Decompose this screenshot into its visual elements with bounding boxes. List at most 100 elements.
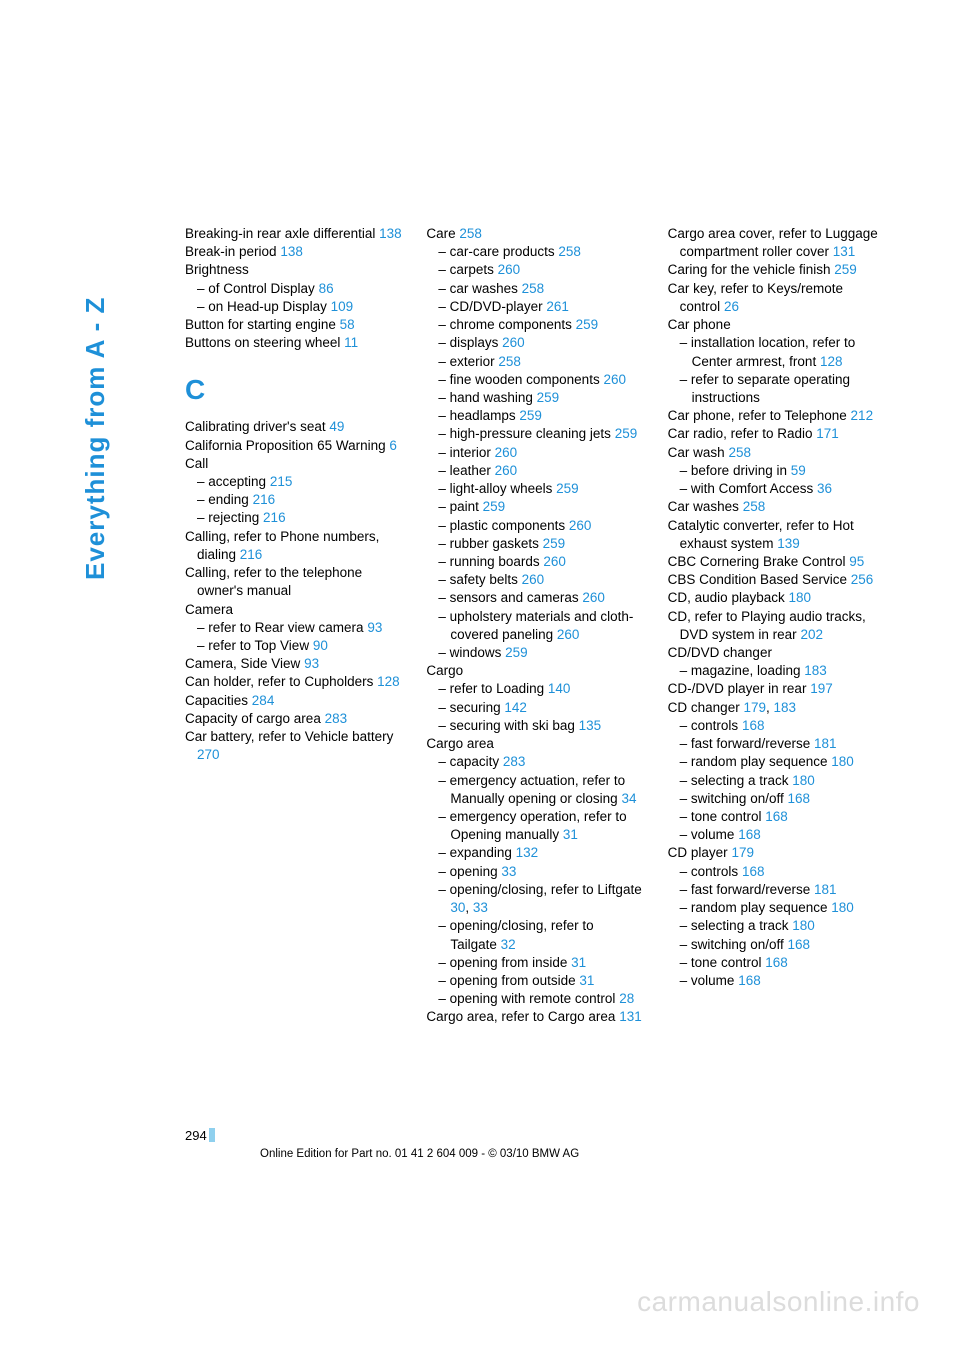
page-ref-link[interactable]: 180 [792, 773, 815, 788]
page-ref-link[interactable]: 168 [787, 791, 810, 806]
page-ref-link[interactable]: 6 [389, 438, 397, 453]
page-ref-link[interactable]: 259 [537, 390, 560, 405]
page-ref-link[interactable]: 258 [498, 354, 521, 369]
page-ref-link[interactable]: 197 [810, 681, 833, 696]
page-ref-link[interactable]: 11 [344, 335, 358, 350]
page-ref-link[interactable]: 260 [582, 590, 605, 605]
page-ref-link[interactable]: 216 [253, 492, 276, 507]
page-ref-link[interactable]: 168 [787, 937, 810, 952]
page-ref-link[interactable]: 95 [849, 554, 864, 569]
page-ref-link[interactable]: 49 [329, 419, 344, 434]
page-ref-link[interactable]: 259 [556, 481, 579, 496]
page-ref-link[interactable]: 168 [765, 955, 788, 970]
page-ref-link[interactable]: 284 [252, 693, 275, 708]
page-ref-link[interactable]: 181 [814, 882, 837, 897]
page-ref-link[interactable]: 270 [197, 747, 220, 762]
page-ref-link[interactable]: 283 [325, 711, 348, 726]
page-ref-link[interactable]: 260 [543, 554, 566, 569]
page-ref-link[interactable]: 31 [579, 973, 594, 988]
page-ref-link[interactable]: 168 [742, 718, 765, 733]
page-ref-link[interactable]: 260 [498, 262, 521, 277]
page-ref-link[interactable]: 283 [503, 754, 526, 769]
page-ref-link[interactable]: 260 [603, 372, 626, 387]
page-ref-link[interactable]: 26 [724, 299, 739, 314]
page-ref-link[interactable]: 138 [280, 244, 303, 259]
index-entry: CD, refer to Playing audio tracks, DVD s… [668, 608, 885, 644]
page-ref-link[interactable]: 135 [579, 718, 602, 733]
page-ref-link[interactable]: 31 [571, 955, 586, 970]
page-ref-link[interactable]: 258 [522, 281, 545, 296]
page-ref-link[interactable]: 259 [483, 499, 506, 514]
page-ref-link[interactable]: 180 [831, 900, 854, 915]
page-ref-link[interactable]: 171 [816, 426, 839, 441]
index-subentry: – controls 168 [668, 717, 885, 735]
index-entry: Calling, refer to the telephone owner's … [185, 564, 402, 600]
page-ref-link[interactable]: 183 [774, 700, 797, 715]
page-ref-link[interactable]: 139 [777, 536, 800, 551]
index-subentry: – opening/closing, refer to Tailgate 32 [426, 917, 643, 953]
page-ref-link[interactable]: 258 [728, 445, 751, 460]
page-ref-link[interactable]: 260 [522, 572, 545, 587]
page-ref-link[interactable]: 259 [615, 426, 638, 441]
page-ref-link[interactable]: 259 [519, 408, 542, 423]
page-ref-link[interactable]: 259 [576, 317, 599, 332]
page-ref-link[interactable]: 93 [304, 656, 319, 671]
page-ref-link[interactable]: 30 [450, 900, 465, 915]
index-col-1: Breaking-in rear axle differential 138Br… [185, 225, 402, 1027]
page-ref-link[interactable]: 142 [504, 700, 527, 715]
page-ref-link[interactable]: 32 [501, 937, 516, 952]
page-ref-link[interactable]: 179 [731, 845, 754, 860]
page-ref-link[interactable]: 258 [743, 499, 766, 514]
page-ref-link[interactable]: 260 [569, 518, 592, 533]
page-ref-link[interactable]: 215 [270, 474, 293, 489]
page-ref-link[interactable]: 31 [563, 827, 578, 842]
page-ref-link[interactable]: 183 [804, 663, 827, 678]
page-ref-link[interactable]: 109 [331, 299, 354, 314]
page-ref-link[interactable]: 202 [800, 627, 823, 642]
page-ref-link[interactable]: 90 [313, 638, 328, 653]
page-ref-link[interactable]: 259 [834, 262, 857, 277]
page-ref-link[interactable]: 86 [319, 281, 334, 296]
page-ref-link[interactable]: 260 [502, 335, 525, 350]
page-ref-link[interactable]: 168 [738, 973, 761, 988]
page-ref-link[interactable]: 168 [765, 809, 788, 824]
page-ref-link[interactable]: 258 [558, 244, 581, 259]
page-ref-link[interactable]: 256 [851, 572, 874, 587]
page-ref-link[interactable]: 258 [459, 226, 482, 241]
page-ref-link[interactable]: 180 [831, 754, 854, 769]
page-ref-link[interactable]: 131 [619, 1009, 642, 1024]
page-ref-link[interactable]: 259 [543, 536, 566, 551]
page-ref-link[interactable]: 33 [501, 864, 516, 879]
page-ref-link[interactable]: 140 [548, 681, 571, 696]
page-ref-link[interactable]: 131 [833, 244, 856, 259]
page-ref-link[interactable]: 261 [546, 299, 569, 314]
index-entry: Can holder, refer to Cupholders 128 [185, 673, 402, 691]
page-ref-link[interactable]: 132 [516, 845, 539, 860]
page-ref-link[interactable]: 58 [340, 317, 355, 332]
page-ref-link[interactable]: 260 [495, 463, 518, 478]
page-ref-link[interactable]: 33 [473, 900, 488, 915]
page-ref-link[interactable]: 216 [240, 547, 263, 562]
page-ref-link[interactable]: 128 [820, 354, 843, 369]
page-ref-link[interactable]: 212 [851, 408, 874, 423]
index-subentry: – volume 168 [668, 826, 885, 844]
page-ref-link[interactable]: 36 [817, 481, 832, 496]
page-ref-link[interactable]: 180 [792, 918, 815, 933]
index-entry: Calibrating driver's seat 49 [185, 418, 402, 436]
page-ref-link[interactable]: 59 [791, 463, 806, 478]
page-ref-link[interactable]: 128 [377, 674, 400, 689]
page-ref-link[interactable]: 93 [367, 620, 382, 635]
page-ref-link[interactable]: 260 [495, 445, 518, 460]
page-ref-link[interactable]: 168 [738, 827, 761, 842]
page-ref-link[interactable]: 179 [743, 700, 766, 715]
page-ref-link[interactable]: 260 [557, 627, 580, 642]
page-ref-link[interactable]: 181 [814, 736, 837, 751]
page-ref-link[interactable]: 28 [619, 991, 634, 1006]
page-ref-link[interactable]: 138 [379, 226, 402, 241]
page-ref-link[interactable]: 216 [263, 510, 286, 525]
page-ref-link[interactable]: 180 [788, 590, 811, 605]
page-ref-link[interactable]: 168 [742, 864, 765, 879]
page-ref-link[interactable]: 259 [505, 645, 528, 660]
index-entry: Capacity of cargo area 283 [185, 710, 402, 728]
page-ref-link[interactable]: 34 [621, 791, 636, 806]
